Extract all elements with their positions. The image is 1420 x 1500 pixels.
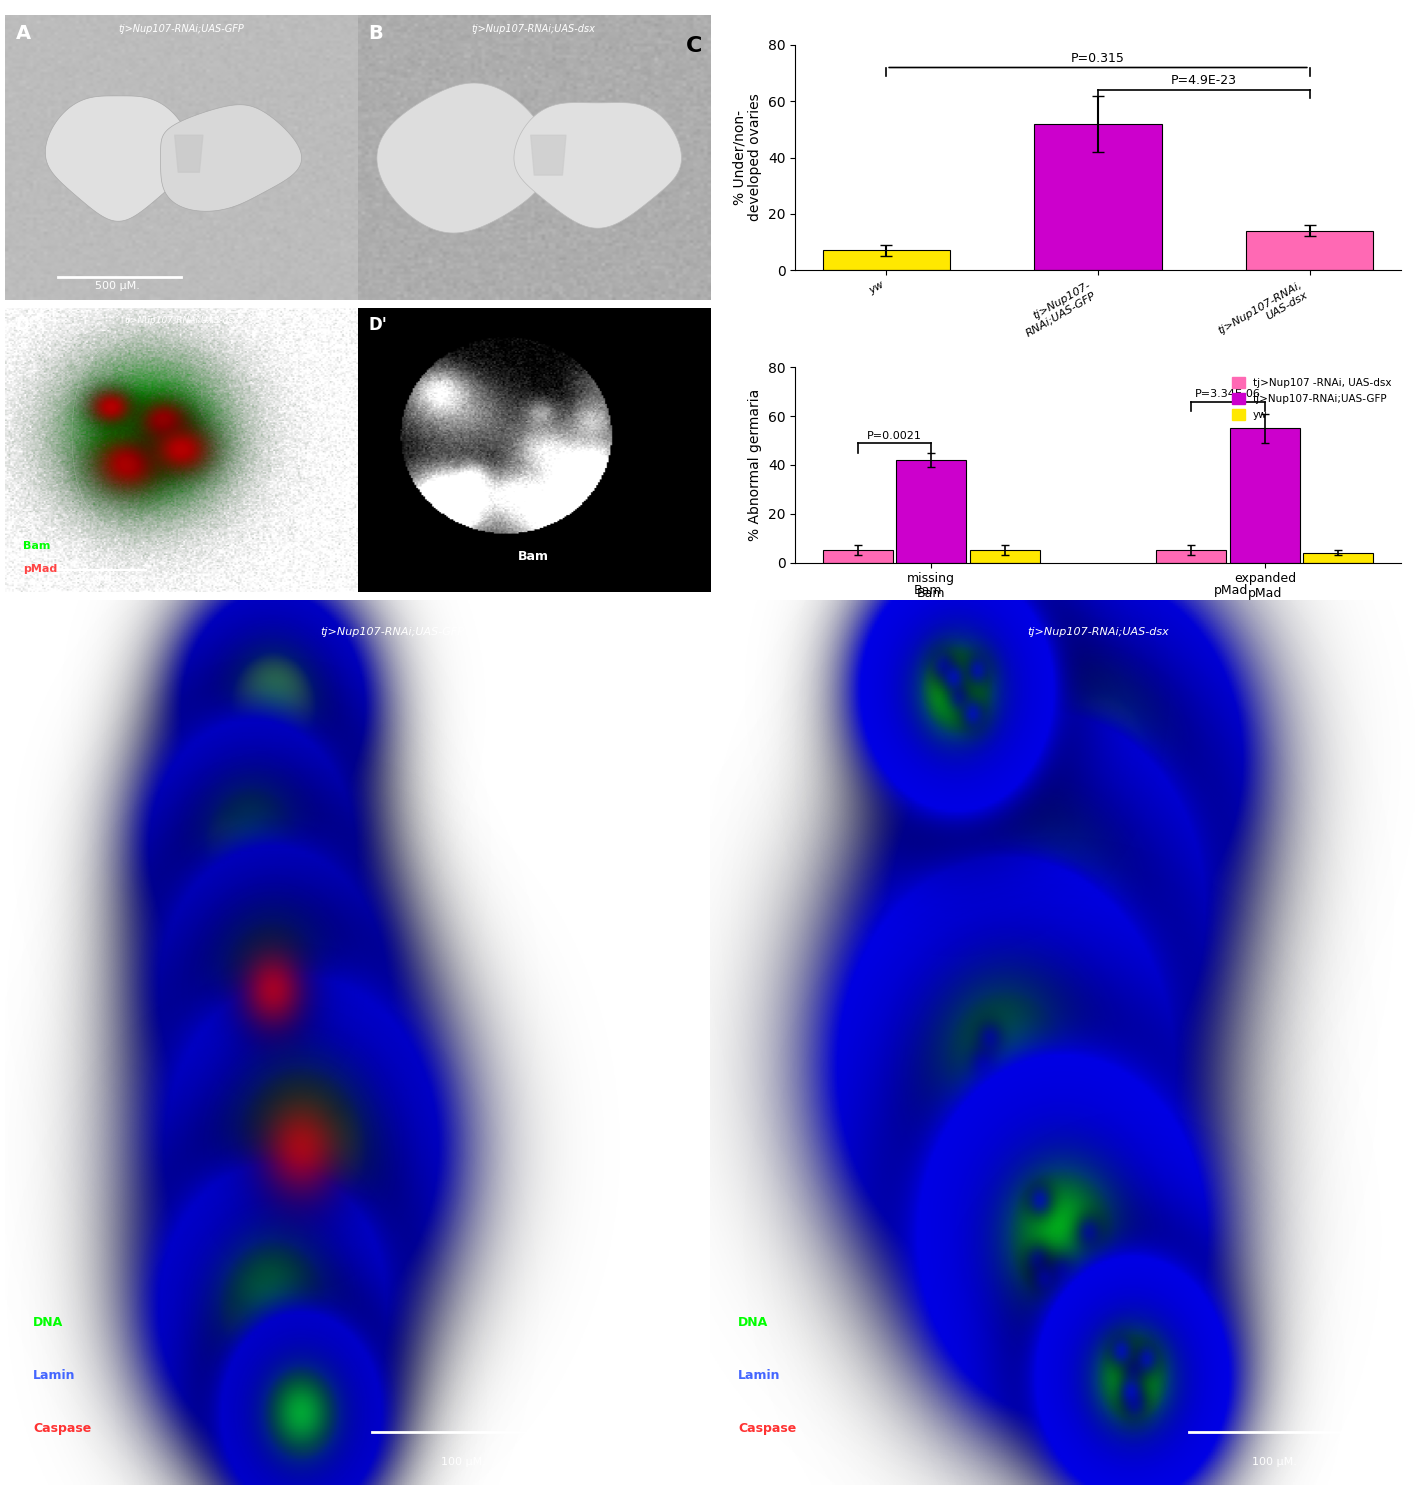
- Text: D': D': [368, 316, 386, 334]
- Text: Bam: Bam: [23, 542, 50, 550]
- Text: tj>Nup107-RNAi;UAS-GFP: tj>Nup107-RNAi;UAS-GFP: [321, 627, 464, 636]
- Legend: tj>Nup107 -RNAi, UAS-dsx, tj>Nup107-RNAi;UAS-GFP, yw: tj>Nup107 -RNAi, UAS-dsx, tj>Nup107-RNAi…: [1228, 372, 1396, 424]
- Text: DNA: DNA: [33, 1316, 64, 1329]
- Text: Lamin: Lamin: [738, 1370, 781, 1382]
- Text: 500 μM.: 500 μM.: [95, 282, 141, 291]
- Text: P=3.34E-06: P=3.34E-06: [1196, 388, 1261, 399]
- Text: tj>Nup107-RNAi;UAS-GFP: tj>Nup107-RNAi;UAS-GFP: [118, 24, 244, 33]
- Text: A: A: [16, 24, 31, 42]
- Text: Caspase: Caspase: [738, 1422, 797, 1436]
- Text: pMad: pMad: [1214, 584, 1248, 597]
- Text: Lamin: Lamin: [33, 1370, 75, 1382]
- Text: C: C: [686, 36, 703, 56]
- Bar: [1247, 231, 1373, 270]
- Text: P=0.315: P=0.315: [1071, 51, 1125, 64]
- Bar: [896, 460, 966, 562]
- Y-axis label: % Under/non-
developed ovaries: % Under/non- developed ovaries: [733, 93, 763, 222]
- Text: tj>Nup107-RNAi;UAS-dsx: tj>Nup107-RNAi;UAS-dsx: [124, 316, 239, 326]
- Bar: [1035, 124, 1162, 270]
- Bar: [822, 550, 893, 562]
- Text: pMad: pMad: [23, 564, 57, 574]
- Y-axis label: % Abnormal germaria: % Abnormal germaria: [748, 388, 763, 542]
- Bar: [1156, 550, 1227, 562]
- Text: Bam: Bam: [914, 584, 943, 597]
- Text: 10 μM.: 10 μM.: [77, 574, 109, 584]
- Bar: [822, 251, 950, 270]
- Bar: [970, 550, 1039, 562]
- Text: 100 μM.: 100 μM.: [440, 1458, 486, 1467]
- Text: F: F: [26, 627, 40, 645]
- Bar: [1230, 429, 1299, 562]
- Text: Caspase: Caspase: [33, 1422, 91, 1436]
- Text: E: E: [674, 352, 689, 372]
- Text: B: B: [368, 24, 383, 42]
- Text: 100 μM.: 100 μM.: [1251, 1458, 1296, 1467]
- Text: DNA: DNA: [738, 1316, 768, 1329]
- Text: G: G: [731, 627, 747, 645]
- Text: P=4.9E-23: P=4.9E-23: [1172, 74, 1237, 87]
- Text: tj>Nup107-RNAi;UAS-dsx: tj>Nup107-RNAi;UAS-dsx: [471, 24, 595, 33]
- Text: D: D: [16, 316, 30, 334]
- Text: P=0.0021: P=0.0021: [868, 430, 922, 441]
- Text: Bam: Bam: [518, 550, 550, 562]
- Text: tj>Nup107-RNAi;UAS-dsx: tj>Nup107-RNAi;UAS-dsx: [1027, 627, 1169, 636]
- Bar: [1304, 554, 1373, 562]
